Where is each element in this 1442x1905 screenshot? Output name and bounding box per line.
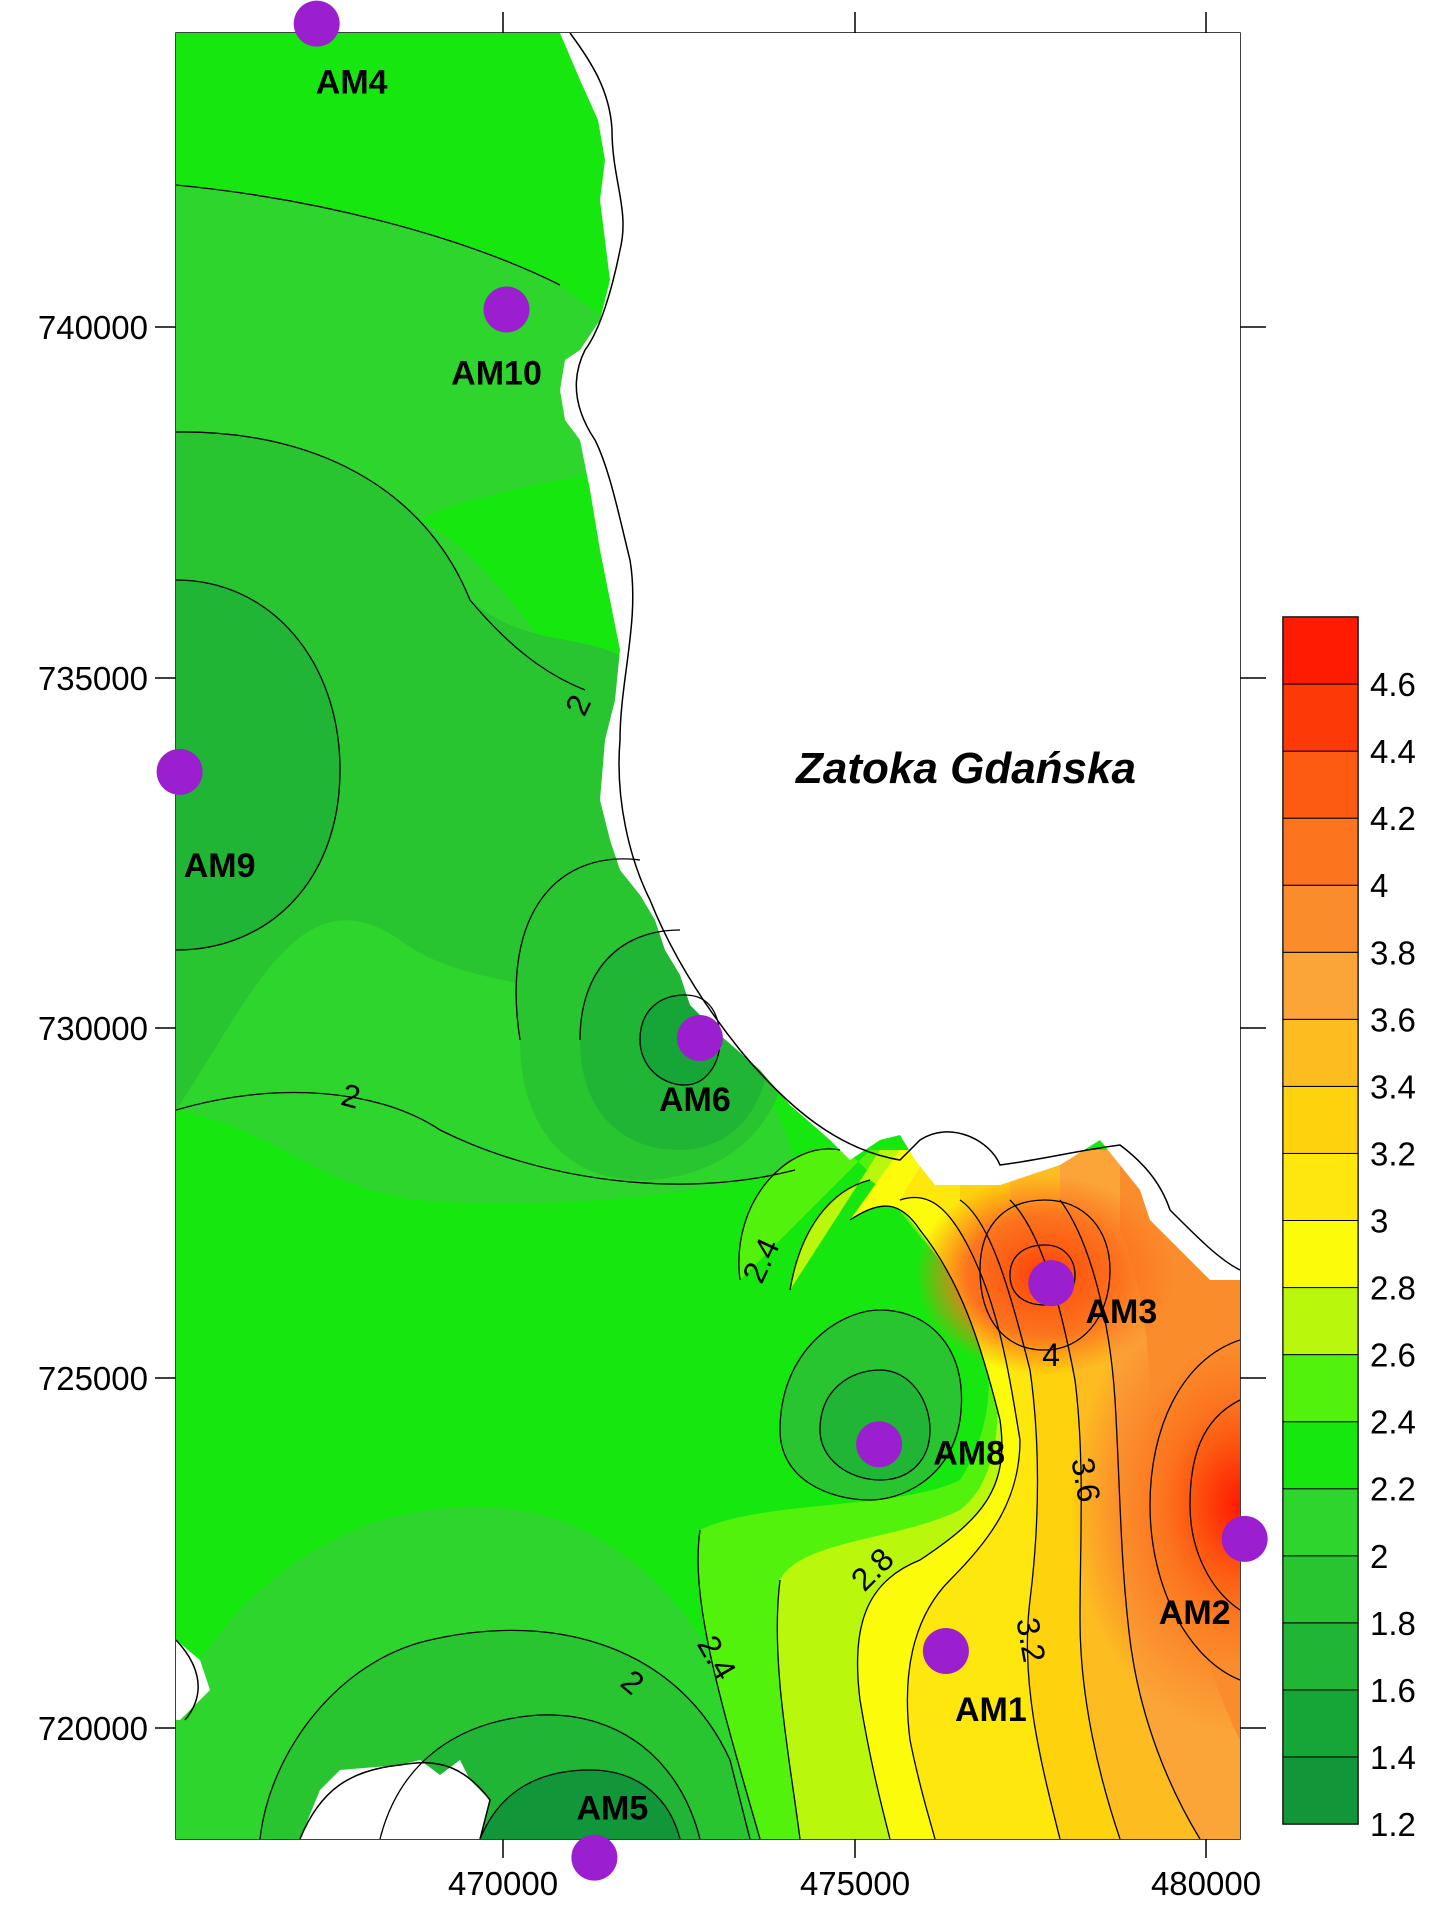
station-label-am6: AM6 [659, 1081, 731, 1119]
legend-band [1282, 1220, 1359, 1289]
contour-label: 3.6 [1064, 1455, 1107, 1505]
station-label-am5: AM5 [576, 1790, 648, 1828]
y-tick-label-740000: 740000 [38, 309, 148, 346]
station-marker-am1 [922, 1627, 969, 1674]
station-marker-am9 [156, 748, 203, 795]
land-gap-west [176, 1640, 210, 1720]
legend-label: 1.4 [1370, 1739, 1416, 1776]
legend-band [1282, 1488, 1359, 1557]
hotspot-am2 [1070, 1275, 1240, 1735]
contour-lines [176, 184, 1240, 1839]
legend-label: 4.2 [1370, 800, 1416, 837]
station-label-am8: AM8 [933, 1434, 1005, 1472]
legend-band [1282, 1085, 1359, 1154]
legend-label: 3.4 [1370, 1068, 1416, 1105]
legend-label: 2 [1370, 1538, 1388, 1575]
legend-band [1282, 1152, 1359, 1222]
legend-band [1282, 1354, 1359, 1423]
legend-label: 2.2 [1370, 1471, 1416, 1508]
station-marker-am3 [1028, 1260, 1075, 1307]
legend-band [1282, 1622, 1359, 1691]
legend-label: 2.6 [1370, 1337, 1416, 1374]
station-marker-am6 [676, 1015, 723, 1062]
coastline-southwest [175, 1639, 491, 1840]
sea-area [560, 33, 1240, 1280]
station-marker-am10 [483, 286, 530, 333]
legend-band [1282, 817, 1359, 886]
station-marker-am4 [293, 0, 340, 47]
station-label-am1: AM1 [955, 1691, 1027, 1729]
contour-label: 4 [1042, 1337, 1060, 1373]
legend-label: 2.8 [1370, 1270, 1416, 1307]
station-label-am4: AM4 [316, 64, 388, 102]
y-tick-label-720000: 720000 [38, 1710, 148, 1747]
band-1-4-am5 [480, 1770, 680, 1839]
y-tick-label-735000: 735000 [38, 660, 148, 697]
legend-label: 3 [1370, 1203, 1388, 1240]
band-1-6-am9 [176, 580, 340, 950]
station-layer: AM4 AM10 AM9 AM6 AM3 AM8 AM2 AM1 AM5 [156, 0, 1268, 1881]
legend-label: 3.6 [1370, 1001, 1416, 1038]
legend-band [1282, 1018, 1359, 1087]
legend-band [1282, 1287, 1359, 1356]
legend-label: 1.2 [1370, 1806, 1416, 1843]
legend-labels: 1.2 1.4 1.6 1.8 2 2.2 2.4 2.6 2.8 3 3.2 3.4 3.6 3.8 4 4… [1370, 666, 1416, 1843]
legend-band [1282, 1756, 1359, 1825]
legend-band [1282, 884, 1359, 953]
station-marker-am5 [571, 1834, 618, 1881]
legend-label: 2.4 [1370, 1404, 1416, 1441]
legend-label: 4.4 [1370, 733, 1416, 770]
y-tick-label-725000: 725000 [38, 1360, 148, 1397]
legend-band [1282, 951, 1359, 1020]
legend-band [1282, 616, 1359, 685]
station-marker-am2 [1221, 1515, 1268, 1562]
legend-label: 4 [1370, 867, 1388, 904]
station-label-am9: AM9 [184, 847, 256, 885]
station-label-am2: AM2 [1159, 1594, 1231, 1632]
station-marker-am8 [856, 1421, 903, 1468]
station-label-am10: AM10 [451, 354, 542, 392]
legend-label: 3.2 [1370, 1135, 1416, 1172]
legend-band [1282, 1689, 1359, 1758]
legend-label: 1.6 [1370, 1672, 1416, 1709]
axis-ticks [155, 12, 1266, 1858]
x-tick-label-475000: 475000 [800, 1865, 910, 1902]
legend-label: 3.8 [1370, 934, 1416, 971]
legend-band [1282, 683, 1359, 752]
legend-label: 4.6 [1370, 666, 1416, 703]
legend-band [1282, 750, 1359, 819]
legend-label: 1.8 [1370, 1605, 1416, 1642]
y-tick-label-730000: 730000 [38, 1010, 148, 1047]
coastline [569, 32, 1241, 1271]
legend-band [1282, 1421, 1359, 1490]
x-tick-label-470000: 470000 [448, 1865, 558, 1902]
legend-bands [1282, 616, 1359, 1825]
sea-label: Zatoka Gdańska [794, 744, 1136, 793]
contour-label: 3.2 [1009, 1615, 1052, 1665]
legend-band [1282, 1555, 1359, 1624]
station-label-am3: AM3 [1085, 1293, 1157, 1331]
contour-fill-layer [176, 33, 1240, 1839]
x-tick-label-480000: 480000 [1151, 1865, 1261, 1902]
